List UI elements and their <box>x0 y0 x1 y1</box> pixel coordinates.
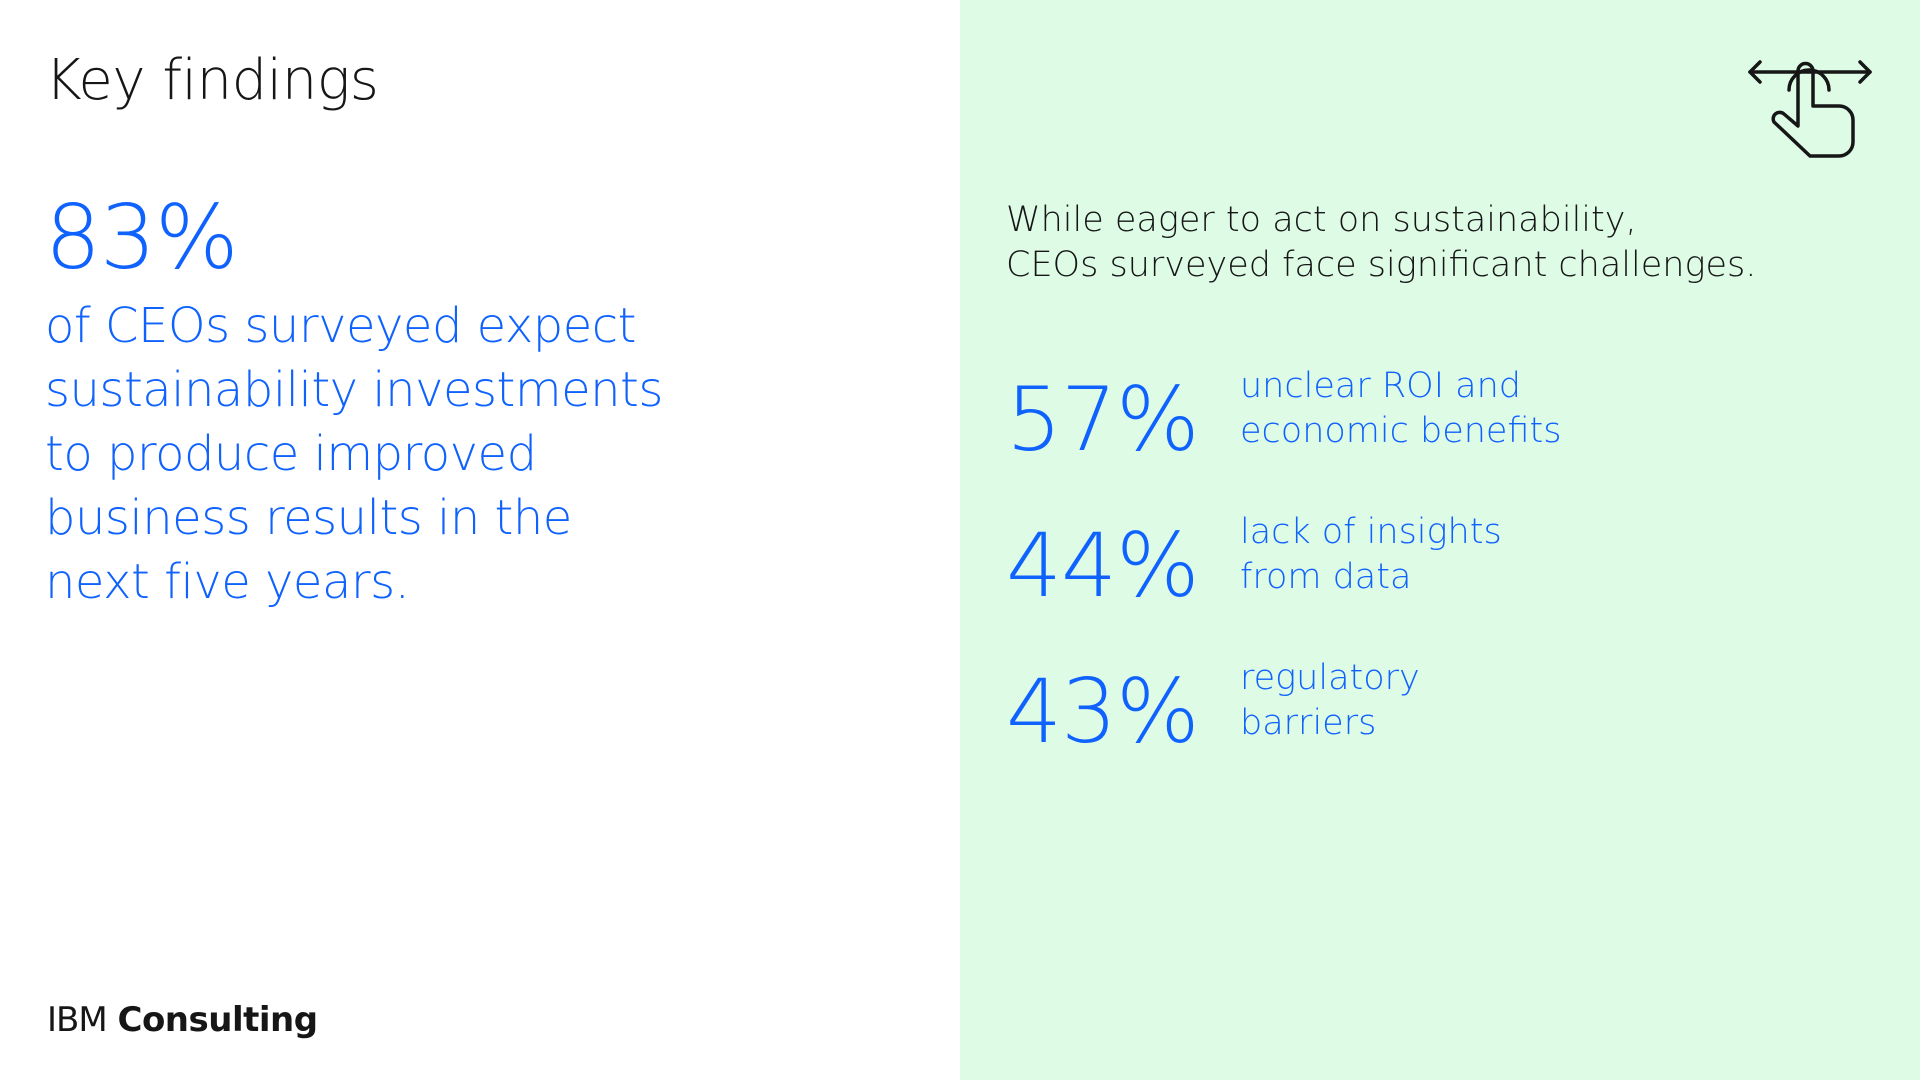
page-title: Key findings <box>45 48 379 113</box>
brand-logo-ibm: IBM <box>47 1000 108 1040</box>
stat-value: 43% <box>1006 660 1200 763</box>
stat-label: lack of insights from data <box>1240 512 1502 597</box>
swipe-hand-icon <box>1748 60 1872 158</box>
stat-label: unclear ROI and economic benefits <box>1240 366 1562 451</box>
brand-logo: IBM Consulting <box>47 998 318 1042</box>
stat-value: 57% <box>1006 368 1200 471</box>
hero-stat-value: 83% <box>45 186 239 289</box>
stat-row-roi: 57% unclear ROI and economic benefits <box>1006 366 1866 480</box>
right-panel: While eager to act on sustainability, CE… <box>960 0 1920 1080</box>
stat-label: regulatory barriers <box>1240 658 1420 743</box>
stat-value: 44% <box>1006 514 1200 617</box>
stat-row-insights: 44% lack of insights from data <box>1006 512 1866 626</box>
brand-logo-consulting: Consulting <box>117 1000 319 1040</box>
stat-row-regulatory: 43% regulatory barriers <box>1006 658 1866 772</box>
hero-stat-description: of CEOs surveyed expect sustainability i… <box>45 298 663 610</box>
left-panel: Key findings 83% of CEOs surveyed expect… <box>45 48 664 1042</box>
challenges-intro: While eager to act on sustainability, CE… <box>1006 200 1757 285</box>
